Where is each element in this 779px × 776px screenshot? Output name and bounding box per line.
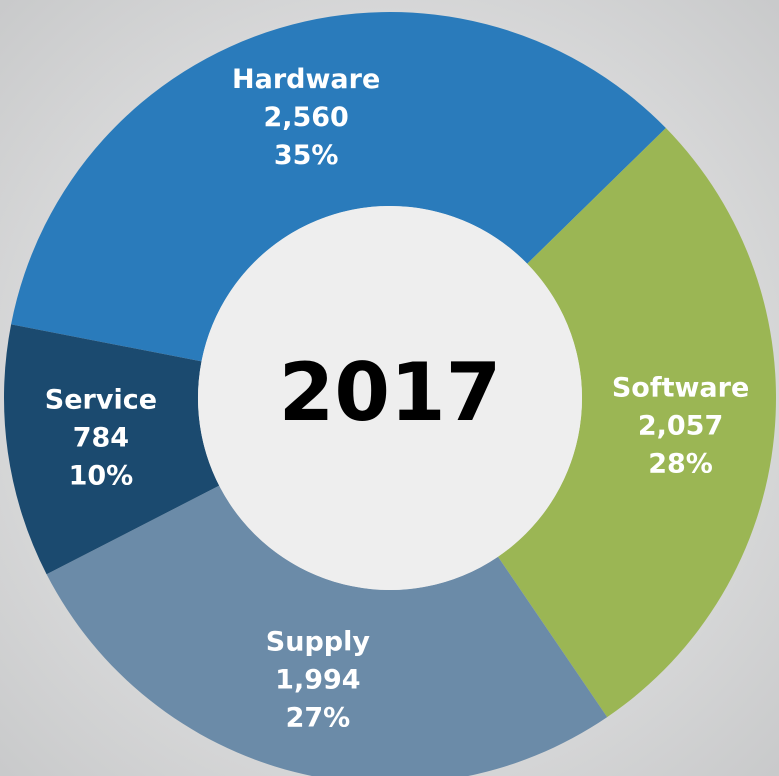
percent-label: 28% — [648, 448, 713, 479]
value-label: 2,560 — [263, 102, 348, 133]
chart-title: 2017 — [279, 346, 502, 439]
percent-label: 27% — [286, 702, 351, 733]
percent-label: 10% — [69, 461, 134, 492]
value-label: 2,057 — [638, 410, 723, 441]
value-label: 1,994 — [275, 664, 360, 695]
category-label: Supply — [266, 626, 371, 657]
page: {"chart_data": {"type": "donut", "title"… — [0, 0, 779, 776]
chart: 2017 Hardware 2,560 35% Software 2,057 28% Sup… — [0, 0, 779, 776]
category-label: Service — [45, 385, 157, 416]
category-label: Hardware — [232, 64, 380, 95]
percent-label: 35% — [274, 140, 339, 171]
value-label: 784 — [73, 423, 129, 454]
category-label: Software — [612, 372, 749, 403]
